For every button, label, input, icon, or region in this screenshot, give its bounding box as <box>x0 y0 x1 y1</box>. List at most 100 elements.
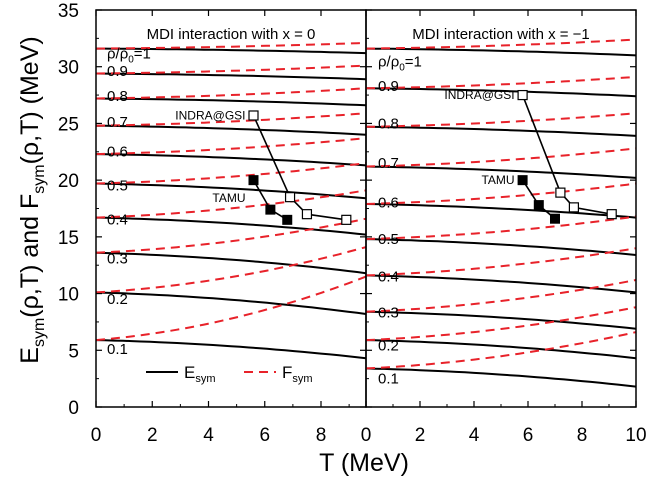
right-fsym-curve-rho-0.8 <box>365 112 637 128</box>
right-density-label: 0.1 <box>378 371 399 388</box>
right-fsym-curve-rho-0.5 <box>365 215 637 241</box>
right-esym-curve-rho-0.3 <box>365 310 637 330</box>
left-x-tick-label: 4 <box>203 425 214 446</box>
x-axis-label: T (MeV) <box>319 449 409 477</box>
right-tamu-point <box>517 175 528 186</box>
left-esym-curve-rho-0.5 <box>95 182 367 200</box>
right-fsym-curve-rho-0.6 <box>365 182 637 205</box>
left-x-tick-label: 0 <box>91 425 102 446</box>
right-density-label: 0.8 <box>378 115 399 132</box>
right-esym-curve-rho-0.9 <box>365 87 637 98</box>
left-fsym-curve-rho-0.7 <box>95 112 367 127</box>
left-x-tick-label: 2 <box>147 425 158 446</box>
left-indra-point <box>301 209 313 220</box>
y-tick-label: 5 <box>68 341 79 362</box>
left-density-label: 0.8 <box>107 88 128 105</box>
y-axis-label-f-sub: sym <box>31 164 48 193</box>
panel-left-mdi-x0: MDI interaction with x = 0 0 2 4 6 8 0 5 10 15 20 2… <box>58 1 367 446</box>
left-fsym-curve-rho-0.8 <box>95 87 367 100</box>
right-esym-curve-rho-0.5 <box>365 238 637 256</box>
right-x-tick-label: 0 <box>361 425 372 446</box>
left-fsym-curve-rho-0.2 <box>95 246 367 294</box>
y-tick-label: 35 <box>58 1 79 22</box>
right-density-label-rho-1: ρ/ρ0=1 <box>378 54 422 74</box>
left-tamu-label: TAMU <box>212 191 245 205</box>
y-axis-label-mid: (ρ,T) and F <box>16 194 44 318</box>
left-tamu-point <box>265 204 276 215</box>
right-density-label: 0.7 <box>378 155 399 172</box>
left-fsym-curve-rho-0.4 <box>95 189 367 219</box>
right-fsym-curve-rho-0.4 <box>365 247 637 277</box>
left-esym-curve-rho-0.2 <box>95 291 367 315</box>
left-tamu-point <box>282 214 293 225</box>
right-fsym-curve-rho-0.7 <box>365 147 637 168</box>
left-indra-point <box>248 110 259 121</box>
right-esym-curve-rho-0.8 <box>365 125 637 137</box>
right-density-label: 0.6 <box>378 195 399 212</box>
left-indra-point <box>341 214 352 225</box>
left-indra-point <box>284 192 296 203</box>
left-density-label: 0.4 <box>107 212 128 229</box>
right-esym-curve-rho-0.7 <box>365 165 637 179</box>
right-x-tick-label: 4 <box>469 425 480 446</box>
left-indra-label: INDRA@GSI <box>175 108 245 122</box>
left-esym-curve-rho-0.4 <box>95 216 367 236</box>
right-x-tick-label: 2 <box>415 425 426 446</box>
right-fsym-curve-rho-1 <box>365 38 637 50</box>
y-axis-label-e-sub: sym <box>31 318 48 347</box>
right-x-tick-label: 10 <box>625 425 646 446</box>
left-density-label: 0.9 <box>107 63 128 80</box>
right-x-tick-label: 8 <box>577 425 588 446</box>
right-tamu-point <box>550 213 560 224</box>
y-tick-label: 0 <box>68 398 79 419</box>
left-esym-curve-rho-0.9 <box>95 72 367 81</box>
left-panel-title: MDI interaction with x = 0 <box>147 26 316 43</box>
left-density-label-rho-1: ρ/ρ0=1 <box>107 46 151 66</box>
right-panel-title: MDI interaction with x = −1 <box>412 26 590 43</box>
right-density-label: 0.3 <box>378 305 399 322</box>
left-esym-curve-rho-0.6 <box>95 153 367 167</box>
left-fsym-curve-rho-0.6 <box>95 137 367 156</box>
y-axis-label-e: E <box>16 347 44 364</box>
y-tick-label: 30 <box>58 58 79 79</box>
right-fsym-curve-rho-0.1 <box>365 331 637 370</box>
left-fsym-curve-rho-0.5 <box>95 162 367 185</box>
right-indra-point <box>555 187 566 198</box>
right-esym-curve-rho-0.4 <box>365 274 637 294</box>
y-tick-label: 15 <box>58 228 79 249</box>
left-fsym-curve-rho-1 <box>95 41 367 50</box>
legend: Esym Fsym <box>146 363 313 385</box>
legend-esym-label: Esym <box>184 363 216 385</box>
right-esym-curve-rho-0.6 <box>365 203 637 219</box>
left-indra-line <box>252 115 347 221</box>
left-fsym-curve-rho-0.3 <box>95 217 367 254</box>
right-indra-point <box>517 89 528 101</box>
right-tamu-label: TAMU <box>481 173 514 187</box>
left-esym-curve-rho-0.8 <box>95 97 367 107</box>
left-esym-curve-rho-0.1 <box>95 339 367 360</box>
left-fsym-curve-rho-0.1 <box>95 275 367 342</box>
right-indra-label: INDRA@GSI <box>444 88 514 102</box>
y-tick-label: 20 <box>58 171 79 192</box>
left-esym-curve-rho-0.7 <box>95 124 367 136</box>
right-fsym-curve-rho-0.3 <box>365 279 637 313</box>
left-density-label: 0.5 <box>107 178 128 195</box>
y-axis-label: Esym(ρ,T) and Fsym(ρ,T) (MeV) <box>16 36 48 363</box>
left-esym-curve-rho-1 <box>96 47 367 55</box>
y-tick-label: 25 <box>58 114 79 135</box>
right-density-label: 0.5 <box>378 231 399 248</box>
right-tamu-point <box>533 200 544 211</box>
right-esym-curve-rho-1 <box>365 47 637 57</box>
left-x-tick-label: 8 <box>316 425 327 446</box>
left-fsym-curve-rho-0.9 <box>95 64 367 75</box>
left-density-label: 0.2 <box>107 291 128 308</box>
right-x-tick-label: 6 <box>523 425 534 446</box>
left-esym-curve-rho-0.3 <box>95 251 367 275</box>
right-indra-line <box>521 94 612 215</box>
left-x-tick-label: 6 <box>259 425 270 446</box>
panel-right-mdi-x-minus1: MDI interaction with x = −1 0 2 4 6 8 10 ρ/ρ0=1… <box>361 9 647 446</box>
left-tamu-point <box>248 175 259 186</box>
left-density-label: 0.1 <box>107 341 128 358</box>
right-fsym-curve-rho-0.2 <box>365 306 637 342</box>
